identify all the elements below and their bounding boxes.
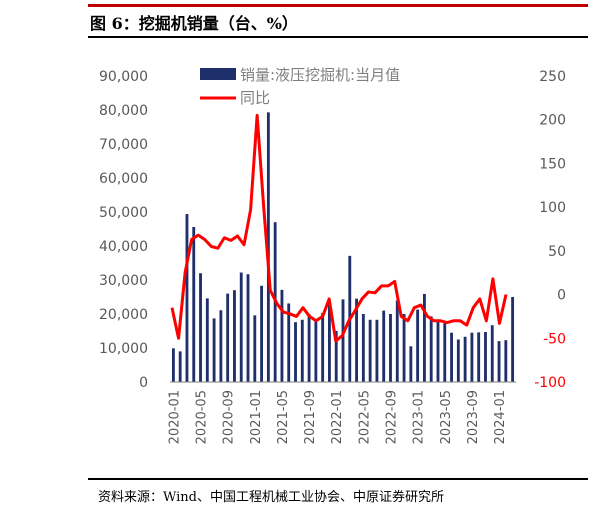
left-axis-tick-label: 10,000 [99,341,148,357]
yoy-growth-line [170,113,508,343]
sales-bar [253,315,257,382]
left-axis-ticks: 0 10,000 20,000 30,000 40,000 50,000 60,000 70,… [99,69,148,391]
legend-bar-label: 销量:液压挖掘机:当月值 [240,66,400,84]
sales-bar [361,314,365,382]
sales-bar [205,298,209,382]
source-note: 资料来源：Wind、中国工程机械工业协会、中原证券研究所 [98,490,444,505]
sales-bar [409,346,413,382]
right-axis-tick-label: 150 [539,156,566,172]
x-axis-tick-label: 2022-05 [357,390,372,444]
right-axis-tick-label: -50 [543,331,566,347]
sales-bar [470,332,474,382]
sales-bar [185,214,189,382]
right-axis-tick-label: 250 [539,69,566,85]
figure-title: 图 6：挖掘机销量（台、%） [90,14,298,33]
sales-bar [294,322,297,382]
x-axis-tick-label: 2021-09 [303,390,318,444]
right-axis-ticks: -100 -50 0 50 100 150 200 250 [534,69,566,391]
x-axis-tick-label: 2020-01 [167,390,182,444]
x-axis-tick-label: 2023-01 [412,390,427,444]
sales-bar [368,319,372,382]
sales-bar [436,319,440,382]
title-divider [88,36,588,38]
x-axis-tick-label: 2020-09 [222,390,237,444]
sales-bar [280,289,284,382]
header-top-rule [88,4,588,7]
x-axis-tick-label: 2020-05 [195,390,210,444]
sales-bar [450,332,453,382]
x-axis-tick-label: 2021-01 [249,390,264,444]
right-axis-tick-label: -100 [534,375,566,391]
sales-bar [321,312,325,382]
sales-bar [260,285,264,382]
sales-bar [456,339,460,382]
sales-bar [355,298,358,382]
sales-bar [171,348,175,382]
chart-legend: 销量:液压挖掘机:当月值 同比 [200,66,400,107]
left-axis-tick-label: 20,000 [99,307,148,323]
sales-bar [239,272,243,382]
sales-bar [212,318,216,382]
sales-bar [422,293,426,382]
left-axis-tick-label: 90,000 [99,69,148,85]
sales-bar [511,297,515,382]
sales-bar [382,310,386,382]
sales-bar [226,293,230,382]
sales-bar [287,303,291,382]
sales-bar [341,299,345,382]
sales-bar [402,314,406,382]
sales-bar [443,323,447,382]
left-axis-tick-label: 80,000 [99,103,148,119]
sales-bar [429,316,433,382]
sales-bar [219,310,223,382]
left-axis-tick-label: 30,000 [99,273,148,289]
left-axis-tick-label: 0 [139,375,148,391]
left-axis-tick-label: 70,000 [99,137,148,153]
x-axis-tick-label: 2021-05 [276,390,291,444]
sales-bar [199,273,202,382]
left-axis-tick-label: 60,000 [99,171,148,187]
sales-bar [178,351,182,382]
x-axis-tick-label: 2023-05 [439,390,454,444]
sales-bars [171,112,515,382]
left-axis-tick-label: 50,000 [99,205,148,221]
sales-bar [463,336,467,382]
sales-bar [490,325,494,382]
footer-divider [88,478,588,480]
x-axis-tick-label: 2022-01 [330,390,345,444]
sales-bar [416,309,420,382]
sales-bar [484,332,487,382]
sales-bar [334,331,338,382]
sales-bar [300,319,304,382]
legend-line-label: 同比 [240,89,270,107]
sales-bar [192,226,196,382]
x-axis-tick-label: 2023-09 [466,390,481,444]
x-axis-tick-label: 2022-09 [384,390,399,444]
sales-bar [477,332,481,382]
x-axis-tick-label: 2024-01 [493,390,508,444]
legend-bar-swatch [200,68,236,80]
right-axis-tick-label: 100 [539,200,566,216]
sales-bar [307,314,311,382]
sales-bar [328,300,331,382]
right-axis-tick-label: 0 [557,288,566,304]
sales-bar [246,274,250,382]
sales-bar [389,314,392,382]
sales-bar [504,340,508,382]
right-axis-tick-label: 50 [548,244,566,260]
left-axis-tick-label: 40,000 [99,239,148,255]
sales-bar [395,300,399,382]
sales-bar [233,290,236,382]
x-axis-ticks: 2020-01 2020-05 2020-09 2021-01 2021-05 2021-… [167,390,508,444]
sales-bar [266,112,270,382]
sales-bar [497,341,501,382]
sales-bar [314,320,318,382]
sales-bar [375,319,379,382]
right-axis-tick-label: 200 [539,113,566,129]
